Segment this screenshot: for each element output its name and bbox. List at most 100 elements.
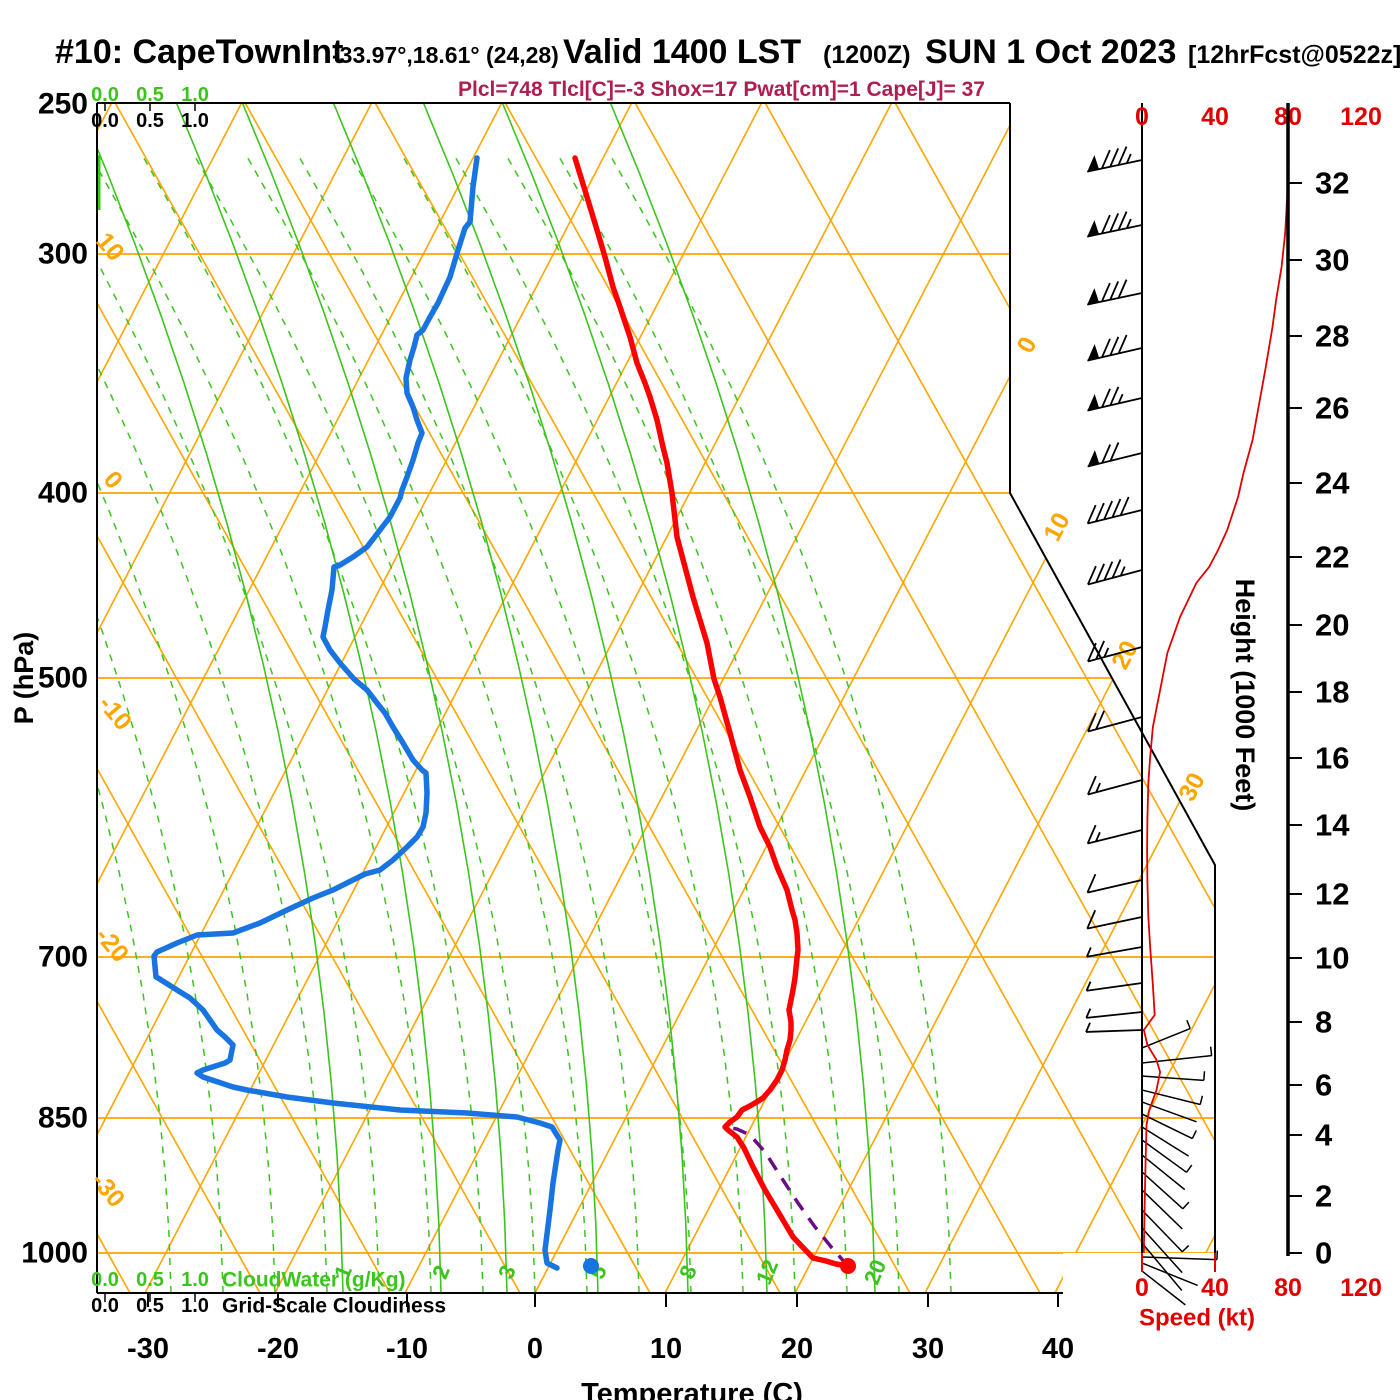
- barb-half: [1181, 1244, 1190, 1253]
- barb-stem: [1141, 1227, 1183, 1274]
- speed-tick-label-bottom: 80: [1274, 1274, 1302, 1302]
- barb-half: [1095, 831, 1101, 842]
- barb-pennant: [1087, 220, 1099, 237]
- wind-barb: [1085, 1022, 1143, 1033]
- isotherm-line: [924, 103, 1215, 1293]
- temp-axis-title: Temperature (C): [581, 1378, 803, 1400]
- moist-adiabat-line: [400, 152, 744, 1293]
- height-tick-label: 22: [1315, 540, 1349, 575]
- station-coords: -33.97°,18.61° (24,28): [332, 42, 559, 68]
- moist-adiabat-line: [192, 152, 536, 1293]
- barb-half: [1203, 1071, 1206, 1081]
- barb-full: [1109, 147, 1120, 168]
- barb-stem: [1141, 1171, 1184, 1210]
- wind-barb-light: [1141, 1089, 1204, 1106]
- barb-full: [1109, 280, 1120, 301]
- barb-pennant: [1087, 449, 1100, 467]
- barb-half: [1126, 218, 1132, 229]
- wind-barb: [1087, 640, 1143, 663]
- wind-barb-light: [1141, 1126, 1190, 1157]
- dry-adiabat-line: [504, 103, 1171, 1293]
- dry-adiabat-line: [244, 103, 911, 1293]
- wind-barb: [1086, 824, 1143, 845]
- mixing-ratio-label: 20: [859, 1256, 891, 1288]
- barb-full: [1111, 559, 1122, 579]
- barb-stem: [1087, 916, 1143, 930]
- isotherm-line: [97, 103, 503, 1293]
- barb-full: [1087, 775, 1097, 795]
- wind-speed-profile: [1142, 159, 1290, 1254]
- moist-adiabat-line: [97, 152, 224, 1293]
- wind-barb-light: [1141, 1071, 1206, 1082]
- barb-full: [1095, 502, 1105, 522]
- wind-barb: [1086, 496, 1143, 525]
- cloudwater-scale-top: 1.0: [181, 84, 209, 106]
- wind-barb-light: [1141, 1250, 1219, 1261]
- barb-pennant: [1087, 155, 1099, 172]
- background-grid: [97, 103, 1215, 1293]
- wind-barb: [1087, 146, 1143, 173]
- mixing-ratio-line: [97, 103, 344, 1293]
- wind-barb: [1087, 279, 1143, 306]
- mixing-ratio-line: [501, 103, 768, 1293]
- height-tick-label: 10: [1315, 941, 1349, 976]
- cloudwater-scale-bottom: 1.0: [181, 1269, 209, 1291]
- moist-adiabat-line: [608, 152, 952, 1293]
- moist-adiabat-line: [348, 152, 692, 1293]
- surface-dewpoint-dot: [583, 1258, 599, 1274]
- barb-stem: [1086, 1029, 1143, 1033]
- moist-adiabat-line: [556, 152, 900, 1293]
- wind-barb-light: [1141, 1189, 1183, 1230]
- wind-barb: [1087, 386, 1143, 412]
- isotherm-label: 0: [1011, 332, 1042, 357]
- temp-tick-label: -20: [257, 1333, 299, 1365]
- height-tick-label: 0: [1315, 1236, 1332, 1271]
- barb-full: [1109, 386, 1120, 406]
- speed-tick-label-bottom: 0: [1135, 1274, 1149, 1302]
- speed-tick-label-bottom: 120: [1340, 1274, 1382, 1302]
- height-tick-label: 6: [1315, 1068, 1332, 1103]
- cloudiness-scale-top: 0.0: [91, 110, 119, 132]
- barb-stem: [1141, 1270, 1186, 1306]
- barb-stem: [1141, 1075, 1204, 1082]
- isotherm-line: [97, 103, 633, 1293]
- isotherm-line: [404, 103, 1023, 1293]
- wind-barb: [1087, 775, 1143, 796]
- barb-full: [1087, 565, 1097, 585]
- pressure-tick-label: 1000: [21, 1237, 88, 1270]
- wind-barb-light: [1141, 1171, 1190, 1210]
- parcel-path-curve: [724, 1125, 850, 1268]
- mixing-ratio-line: [175, 103, 442, 1293]
- barb-full: [1101, 214, 1111, 234]
- barb-full: [1095, 710, 1105, 730]
- barb-full: [1087, 642, 1097, 662]
- moist-adiabat-line: [97, 152, 380, 1293]
- adiabat-label: -10: [93, 690, 138, 736]
- barb-stem: [1087, 292, 1143, 306]
- stability-stats: Plcl=748 Tlcl[C]=-3 Shox=17 Pwat[cm]=1 C…: [458, 78, 985, 101]
- temp-tick-label: -10: [386, 1333, 428, 1365]
- barb-pennant: [1087, 394, 1100, 411]
- moist-adiabat-line: [296, 152, 640, 1293]
- wind-barb-light: [1141, 1270, 1186, 1306]
- barb-stem: [1086, 982, 1143, 992]
- barb-full: [1103, 561, 1114, 581]
- isotherm-line: [144, 103, 763, 1293]
- barb-full: [1086, 909, 1097, 930]
- pressure-tick-label: 700: [38, 941, 88, 974]
- mixing-ratio-label: 3: [493, 1262, 521, 1283]
- barb-full: [1111, 498, 1122, 518]
- barb-stem: [1141, 1262, 1198, 1287]
- barb-half: [1209, 1046, 1213, 1056]
- barb-stem: [1087, 879, 1143, 894]
- height-tick-label: 28: [1315, 319, 1349, 354]
- cloudwater-scale-bottom: 0.0: [91, 1269, 119, 1291]
- wind-barb-light: [1141, 1139, 1193, 1173]
- moist-adiabat-line: [452, 152, 796, 1293]
- height-tick-label: 26: [1315, 391, 1349, 426]
- dry-adiabat-line: [1154, 103, 1215, 1293]
- moist-adiabat-line: [504, 152, 848, 1293]
- height-tick-label: 8: [1315, 1005, 1332, 1040]
- pressure-axis-title: P (hPa): [9, 632, 39, 725]
- wind-barb: [1086, 873, 1143, 894]
